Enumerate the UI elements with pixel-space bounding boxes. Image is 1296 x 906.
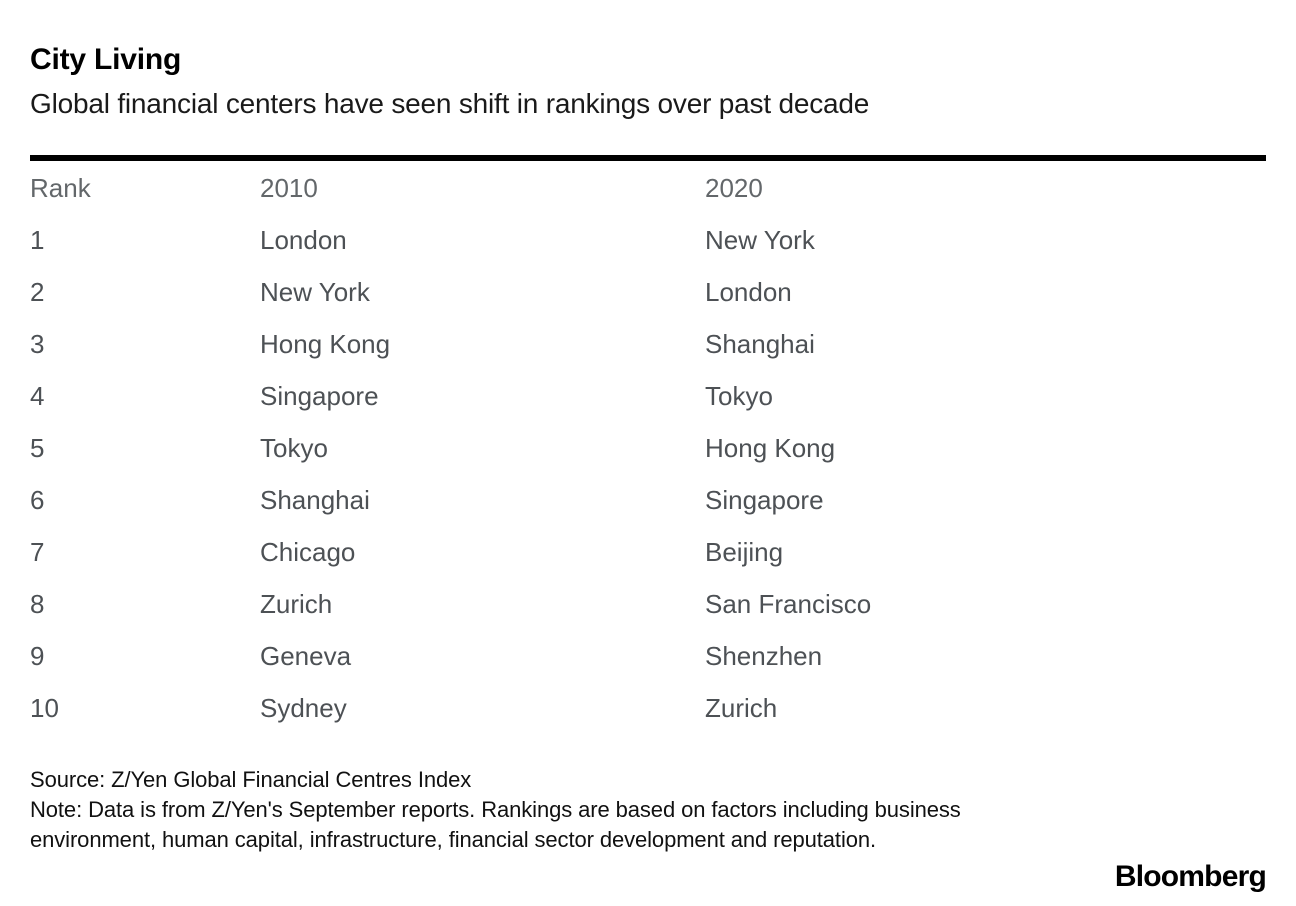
city-2020-cell: London xyxy=(705,277,792,308)
table-body: 1 London New York 2 New York London 3 Hong Kong… xyxy=(30,215,1266,735)
chart-subtitle: Global financial centers have seen shift… xyxy=(30,87,870,119)
chart-title: City Living xyxy=(30,43,182,76)
city-2020-cell: Singapore xyxy=(705,485,824,516)
rank-cell: 10 xyxy=(30,693,59,724)
city-2010-cell: Sydney xyxy=(260,693,347,724)
table-row: 3 Hong Kong Shanghai xyxy=(30,319,1266,371)
column-header-rank: Rank xyxy=(30,173,91,204)
table-row: 5 Tokyo Hong Kong xyxy=(30,423,1266,475)
city-2010-cell: Shanghai xyxy=(260,485,370,516)
city-2020-cell: New York xyxy=(705,225,815,256)
city-2020-cell: Zurich xyxy=(705,693,778,724)
table-row: 1 London New York xyxy=(30,215,1266,267)
bloomberg-logo: Bloomberg xyxy=(1114,860,1267,893)
source-text: Source: Z/Yen Global Financial Centres I… xyxy=(30,766,472,792)
rank-cell: 8 xyxy=(30,589,45,620)
column-header-2010: 2010 xyxy=(260,173,318,204)
rank-cell: 2 xyxy=(30,277,45,308)
rank-cell: 7 xyxy=(30,537,45,568)
table-row: 4 Singapore Tokyo xyxy=(30,371,1266,423)
city-2010-cell: London xyxy=(260,225,347,256)
chart-header: City Living Global financial centers hav… xyxy=(30,44,1266,118)
city-2020-cell: Tokyo xyxy=(705,381,773,412)
city-2010-cell: Singapore xyxy=(260,381,379,412)
table-row: 8 Zurich San Francisco xyxy=(30,579,1266,631)
city-2020-cell: Hong Kong xyxy=(705,433,836,464)
table-row: 7 Chicago Beijing xyxy=(30,527,1266,579)
rank-cell: 3 xyxy=(30,329,45,360)
table-header-row: Rank 2010 2020 xyxy=(30,163,1266,215)
column-header-2020: 2020 xyxy=(705,173,763,204)
table-row: 10 Sydney Zurich xyxy=(30,683,1266,735)
table-row: 9 Geneva Shenzhen xyxy=(30,631,1266,683)
table-row: 2 New York London xyxy=(30,267,1266,319)
city-2010-cell: Zurich xyxy=(260,589,333,620)
chart-footer: Source: Z/Yen Global Financial Centres I… xyxy=(30,765,1010,855)
header-divider xyxy=(30,154,1266,161)
city-2020-cell: Shenzhen xyxy=(705,641,823,672)
city-2010-cell: New York xyxy=(260,277,370,308)
rank-cell: 4 xyxy=(30,381,45,412)
city-2010-cell: Hong Kong xyxy=(260,329,391,360)
city-2010-cell: Tokyo xyxy=(260,433,328,464)
city-2020-cell: Shanghai xyxy=(705,329,815,360)
rank-cell: 1 xyxy=(30,225,45,256)
city-2020-cell: San Francisco xyxy=(705,589,872,620)
rank-cell: 9 xyxy=(30,641,45,672)
city-2010-cell: Geneva xyxy=(260,641,352,672)
note-text: Note: Data is from Z/Yen's September rep… xyxy=(30,796,961,852)
table-row: 6 Shanghai Singapore xyxy=(30,475,1266,527)
rank-cell: 5 xyxy=(30,433,45,464)
ranking-table: Rank 2010 2020 1 London New York 2 New York L… xyxy=(30,163,1266,735)
city-2020-cell: Beijing xyxy=(705,537,784,568)
city-2010-cell: Chicago xyxy=(260,537,356,568)
rank-cell: 6 xyxy=(30,485,45,516)
